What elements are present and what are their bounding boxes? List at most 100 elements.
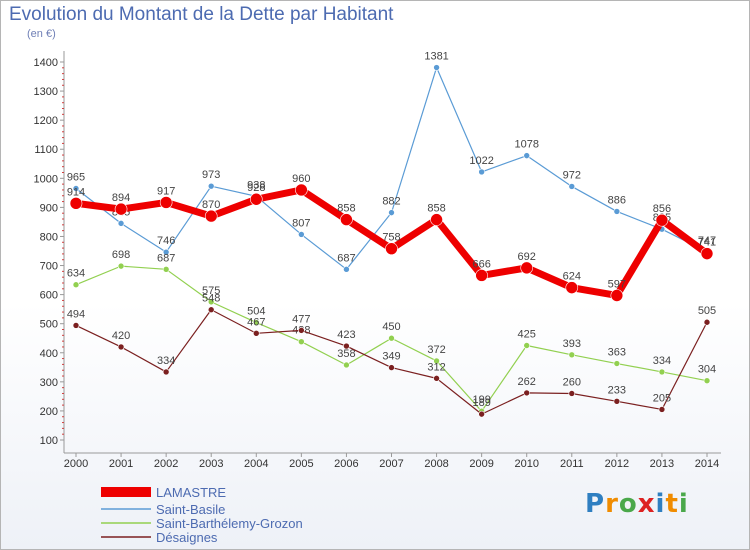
data-point	[117, 343, 125, 351]
data-point	[249, 192, 263, 206]
data-point	[388, 209, 395, 216]
proxiti-logo: Proxiti	[585, 489, 689, 519]
y-tick-label: 1100	[34, 144, 58, 156]
data-point	[475, 269, 488, 282]
data-label: 425	[518, 329, 536, 341]
y-tick-label: 500	[40, 319, 58, 331]
data-label: 687	[337, 252, 355, 264]
data-point	[298, 327, 305, 334]
x-tick-label: 2006	[334, 458, 358, 470]
x-tick-label: 2002	[154, 458, 178, 470]
data-point	[568, 390, 576, 397]
data-point	[72, 322, 80, 329]
data-label: 334	[653, 355, 671, 367]
data-point	[433, 357, 440, 365]
data-point	[568, 351, 576, 359]
y-tick-label: 1300	[34, 86, 58, 98]
data-point	[433, 375, 440, 382]
data-label: 358	[337, 348, 355, 360]
data-point	[343, 266, 350, 273]
data-label: 189	[472, 397, 490, 409]
data-label: 747	[698, 235, 716, 247]
data-point	[162, 266, 170, 273]
y-tick-label: 1200	[34, 115, 58, 127]
legend-label: LAMASTRE	[156, 485, 226, 500]
data-point	[295, 183, 308, 197]
data-label: 477	[292, 313, 310, 325]
data-point	[703, 318, 711, 326]
data-point	[340, 213, 353, 226]
data-label: 450	[382, 321, 400, 333]
data-label: 856	[653, 203, 671, 215]
data-point	[252, 319, 260, 326]
data-label: 882	[382, 196, 400, 208]
data-point	[613, 398, 621, 405]
data-label: 262	[518, 376, 536, 388]
data-point	[117, 220, 125, 227]
data-label: 467	[247, 316, 265, 328]
y-tick-label: 1000	[34, 173, 58, 185]
data-point	[430, 213, 443, 226]
data-label: 363	[608, 347, 626, 359]
data-label: 624	[563, 271, 581, 283]
data-label: 494	[67, 308, 85, 320]
data-label: 349	[382, 351, 400, 363]
data-point	[523, 342, 531, 349]
x-tick-label: 2008	[424, 458, 448, 470]
data-label: 886	[608, 194, 626, 206]
x-tick-label: 2000	[64, 458, 88, 470]
data-label: 698	[112, 249, 130, 261]
x-tick-label: 2013	[650, 458, 674, 470]
series-saint-barth-lemy-grozon: 6346986875755044383584503721994253933633…	[67, 249, 716, 415]
data-point	[523, 389, 531, 397]
data-point	[385, 242, 398, 255]
data-point	[520, 261, 534, 275]
y-tick-label: 600	[40, 290, 58, 302]
data-label: 938	[247, 179, 265, 191]
data-label: 973	[202, 169, 220, 181]
data-label: 858	[427, 203, 445, 215]
data-point	[610, 289, 624, 302]
data-label: 758	[382, 232, 400, 244]
data-point	[478, 168, 485, 176]
data-label: 205	[653, 392, 671, 404]
data-label: 914	[67, 186, 85, 198]
data-point	[298, 338, 305, 346]
data-label: 870	[202, 199, 220, 211]
data-point	[117, 262, 125, 270]
data-point	[703, 377, 711, 384]
data-point	[69, 197, 83, 210]
data-point	[388, 334, 395, 342]
x-tick-label: 2012	[605, 458, 629, 470]
data-label: 687	[157, 252, 175, 264]
x-tick-label: 2005	[289, 458, 313, 470]
data-point	[523, 152, 531, 159]
data-label: 741	[698, 237, 716, 249]
x-tick-label: 2011	[560, 458, 584, 470]
data-point	[343, 361, 350, 369]
series-d-saignes: 494 420 334 548 467 477 423 349 312 189 262 260 233 2…	[67, 293, 716, 418]
data-label: 666	[472, 258, 490, 270]
data-label: 917	[157, 185, 175, 197]
data-point	[565, 281, 579, 294]
x-tick-label: 2004	[244, 458, 268, 470]
data-point	[613, 208, 621, 215]
data-point	[207, 182, 215, 190]
y-tick-label: 700	[40, 261, 58, 273]
x-tick-label: 2014	[695, 458, 719, 470]
data-point	[204, 209, 218, 223]
data-point	[207, 298, 215, 306]
data-label: 504	[247, 306, 265, 318]
data-label: 372	[427, 344, 445, 356]
data-label: 894	[112, 192, 130, 204]
y-tick-label: 900	[40, 202, 58, 214]
data-label: 972	[563, 169, 581, 181]
data-label: 807	[292, 217, 310, 229]
data-point	[343, 342, 350, 350]
data-point	[114, 202, 128, 216]
legend-label: Désaignes	[156, 530, 218, 545]
legend-label: Saint-Barthélemy-Grozon	[156, 516, 303, 531]
chart-unit: (en €)	[27, 28, 56, 40]
